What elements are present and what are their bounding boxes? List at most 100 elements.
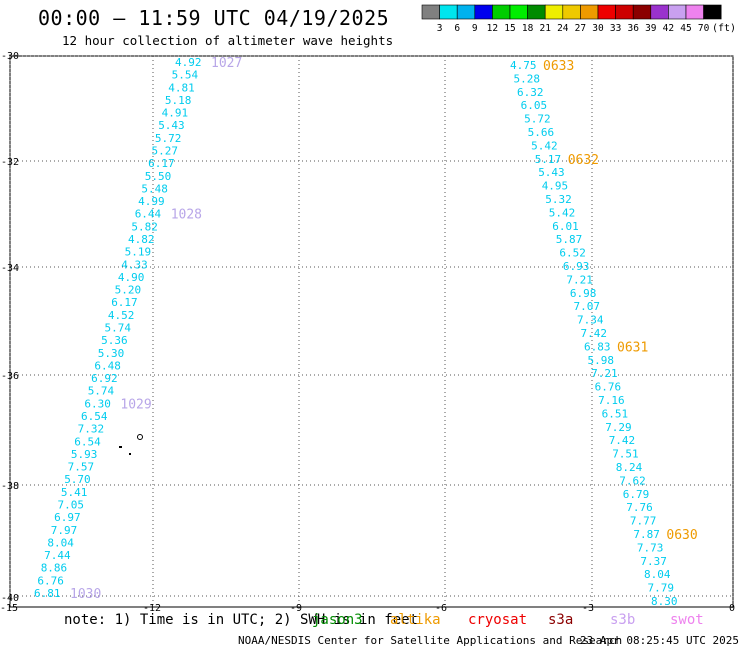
satellite-cryosat-label: cryosat — [468, 612, 528, 628]
island-dot — [129, 453, 131, 455]
wave-height-value: 7.16 — [598, 394, 625, 407]
wave-height-value: 5.74 — [88, 385, 115, 398]
wave-height-value: 8.04 — [47, 536, 74, 549]
colorbar-swatch — [597, 4, 616, 20]
wave-height-value: 5.72 — [155, 132, 182, 145]
colorbar-label: 42 — [663, 23, 674, 34]
wave-height-value: 7.07 — [574, 300, 601, 313]
island-dot — [119, 446, 122, 448]
wave-height-value: 6.30 — [84, 397, 111, 410]
wave-height-value: 6.01 — [552, 220, 579, 233]
wave-height-value: 7.51 — [612, 448, 639, 461]
map-frame — [9, 55, 734, 608]
wave-height-value: 6.76 — [37, 574, 64, 587]
wave-height-value: 5.19 — [125, 246, 152, 259]
wave-height-value: 5.17 — [535, 153, 562, 166]
wave-height-value: 6.81 — [34, 587, 61, 600]
lat-lon-grid — [9, 55, 734, 607]
wave-height-value: 7.87 — [633, 528, 660, 541]
wave-height-value: 5.41 — [61, 486, 88, 499]
wave-height-value: 6.98 — [570, 287, 597, 300]
colorbar-swatch — [439, 4, 458, 20]
wave-height-value: 4.52 — [108, 309, 134, 322]
island-marks — [119, 434, 143, 455]
pass-time-label: 1028 — [171, 208, 202, 223]
wave-height-value: 5.66 — [528, 126, 555, 139]
wave-height-value: 7.57 — [68, 461, 95, 474]
pass-time-label: 1030 — [70, 587, 101, 602]
colorbar-swatch — [650, 4, 669, 20]
colorbar-swatch — [544, 4, 564, 20]
wave-height-value: 4.92 — [175, 56, 202, 69]
lat-label: -36 — [1, 371, 19, 382]
wave-height-value: 6.79 — [623, 488, 650, 501]
wave-height-value: 7.44 — [44, 549, 71, 562]
wave-height-value: 5.72 — [524, 113, 551, 126]
credit-line: NOAA/NESDIS Center for Satellite Applica… — [238, 634, 623, 647]
colorbar-label: 70 — [698, 23, 710, 34]
wave-height-value: 8.86 — [41, 562, 67, 575]
wave-height-value: 4.75 — [510, 59, 537, 72]
wave-height-value: 4.82 — [128, 233, 155, 246]
colorbar-label: 33 — [610, 23, 621, 34]
wave-height-value: 7.34 — [577, 314, 604, 327]
wave-height-value: 5.87 — [556, 233, 583, 246]
wave-height-value: 8.04 — [644, 568, 671, 581]
wave-height-value: 5.42 — [531, 139, 558, 152]
pass-time-label: 0631 — [617, 340, 648, 355]
longitude-labels: -15 -12 -9 -6 -3 0 — [0, 603, 735, 614]
satellite-swot-label: swot — [670, 612, 704, 628]
wave-height-value: 5.42 — [549, 206, 576, 219]
wave-height-value: 5.30 — [98, 347, 125, 360]
colorbar-label: 27 — [575, 23, 586, 34]
wave-height-value: 4.90 — [118, 271, 144, 284]
colorbar-swatch — [615, 4, 634, 20]
pass-time-label: 1029 — [120, 397, 151, 412]
lon-label: 0 — [729, 603, 735, 614]
wave-height-value: 5.74 — [105, 322, 132, 335]
wave-height-value: 5.36 — [101, 334, 128, 347]
island-dot — [137, 434, 143, 440]
colorbar-swatch — [580, 4, 599, 20]
colorbar-swatch — [456, 4, 476, 20]
wave-height-value: 4.99 — [138, 195, 165, 208]
colorbar-label: 3 — [437, 23, 443, 34]
pass-time-label: 0632 — [568, 153, 599, 168]
satellite-s3b-label: s3b — [610, 612, 636, 628]
wave-height-value: 5.28 — [514, 72, 541, 85]
colorbar-label: 21 — [539, 23, 551, 34]
colorbar-label: 6 — [454, 23, 460, 34]
wave-height-value: 7.79 — [648, 582, 675, 595]
wave-height-value: 5.32 — [545, 193, 572, 206]
wave-height-value: 7.97 — [51, 524, 78, 537]
colorbar-label: 9 — [472, 23, 478, 34]
colorbar-swatch — [562, 4, 581, 20]
wave-height-value: 6.32 — [517, 86, 544, 99]
colorbar-label: 36 — [627, 23, 639, 34]
wave-height-value: 6.54 — [81, 410, 108, 423]
lon-label: -3 — [582, 603, 594, 614]
colorbar-label: 15 — [504, 23, 515, 34]
colorbar-unit: (ft) — [712, 23, 736, 34]
pass-time-label: 1027 — [211, 56, 242, 71]
wave-height-value: 6.97 — [54, 511, 81, 524]
wave-height-value: 6.05 — [521, 99, 548, 112]
wave-height-value: 5.48 — [141, 182, 168, 195]
lon-label: -12 — [143, 603, 161, 614]
wave-height-colorbar-labels: 3 6 9 12 15 18 21 24 27 30 33 36 39 42 45 70 — [437, 23, 710, 34]
colorbar-swatch — [509, 4, 528, 20]
colorbar-label: 45 — [680, 23, 691, 34]
lon-label: -6 — [435, 603, 447, 614]
wave-height-value: 4.33 — [121, 258, 148, 271]
colorbar-swatch — [668, 4, 687, 20]
wave-height-value: 5.98 — [588, 354, 615, 367]
wave-height-value: 6.54 — [74, 435, 101, 448]
pass-time-label: 0633 — [543, 59, 574, 74]
wave-height-value: 6.83 — [584, 340, 611, 353]
satellite-jason3-label: jason3 — [312, 612, 363, 628]
colorbar-swatch — [632, 4, 652, 20]
wave-height-value: 5.43 — [158, 119, 185, 132]
colorbar-label: 12 — [487, 23, 498, 34]
wave-height-value: 5.20 — [115, 284, 142, 297]
wave-height-value: 7.32 — [78, 423, 105, 436]
